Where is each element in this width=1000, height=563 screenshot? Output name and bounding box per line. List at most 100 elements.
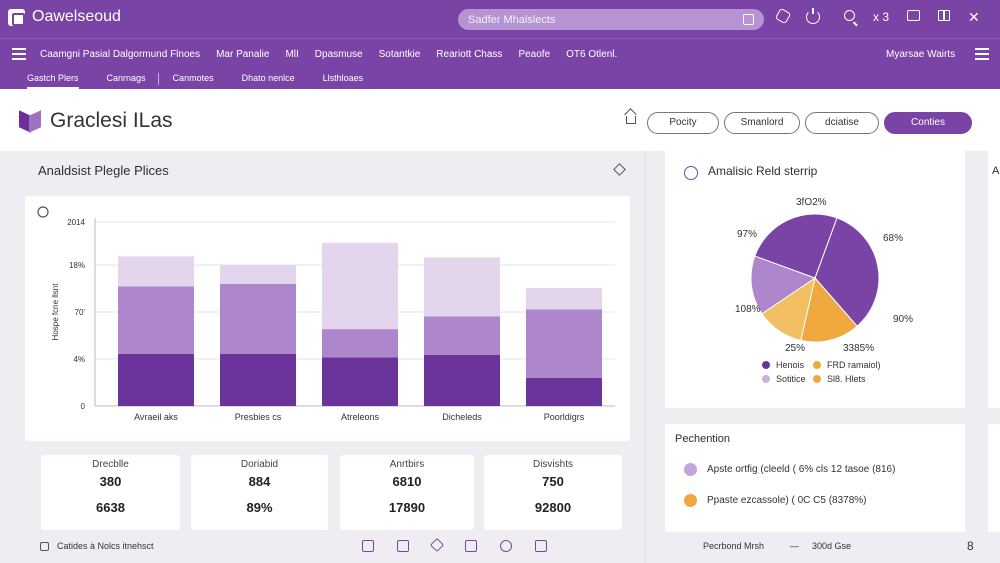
legend-dot	[813, 375, 821, 383]
subnav-item[interactable]: Gastch Plers	[27, 73, 79, 89]
page-number[interactable]: 8	[967, 539, 974, 553]
bar-segment[interactable]	[424, 354, 500, 406]
pie-slice[interactable]	[754, 213, 838, 279]
pie-label: 3fO2%	[796, 197, 827, 208]
nav-item[interactable]: OT6 Otlenl.	[566, 49, 618, 60]
pie-slice[interactable]	[800, 276, 858, 343]
top-bar: Oawelseoud x 3 ✕	[0, 0, 1000, 38]
nav-item[interactable]: Peaofe	[518, 49, 551, 60]
diamond-icon[interactable]	[429, 537, 445, 553]
stat-label: Anrtbirs	[389, 459, 425, 470]
page-header: Graclesi ILas Pocity Smanlord dciatise C…	[0, 89, 1000, 151]
bar-segment[interactable]	[424, 257, 500, 317]
continue-button[interactable]: Conties	[884, 112, 972, 134]
status-dot	[684, 494, 697, 507]
bar-segment[interactable]	[322, 329, 398, 358]
app-logo-icon	[8, 8, 25, 26]
side-card: A	[988, 151, 1000, 408]
bar-segment[interactable]	[118, 256, 194, 287]
power-icon[interactable]	[806, 8, 820, 24]
bar-segment[interactable]	[526, 377, 602, 406]
hexagon-icon[interactable]	[774, 7, 792, 25]
performance-row[interactable]: Apste ortfig (cleeld ( 6% cls 12 tasoe (…	[684, 463, 895, 476]
y-tick-label: 0	[81, 402, 86, 411]
policy-button[interactable]: Pocity	[647, 112, 719, 134]
legend-dot	[762, 361, 770, 369]
menu-icon[interactable]	[975, 48, 989, 60]
search-input[interactable]	[468, 13, 743, 26]
stat-value-secondary: 92800	[534, 500, 572, 515]
nav-item[interactable]: Caamgni Pasial Dalgormund Flnoes	[40, 49, 201, 60]
grid-icon[interactable]	[362, 540, 374, 552]
side-card	[988, 424, 1000, 532]
nav-item[interactable]: Sotantkie	[378, 49, 421, 60]
bar-segment[interactable]	[526, 288, 602, 310]
window-icon[interactable]	[938, 10, 950, 21]
legend-label: Sl8. Hlets	[827, 374, 866, 384]
legend-label: Sotitice	[776, 374, 806, 384]
subnav-item[interactable]: Dhato nenlce	[241, 73, 295, 83]
bar-segment[interactable]	[220, 265, 296, 284]
legend-label: FRD ramaiol)	[827, 360, 881, 370]
legend-label: Henois	[776, 360, 805, 370]
standard-button[interactable]: Smanlord	[724, 112, 800, 134]
close-icon[interactable]: ✕	[968, 9, 980, 25]
bar-segment[interactable]	[118, 286, 194, 354]
subnav-item[interactable]: Llsthloaes	[322, 73, 364, 83]
checkbox-icon[interactable]	[40, 541, 49, 551]
bar-segment[interactable]	[526, 309, 602, 378]
nav-item[interactable]: MlI	[285, 49, 299, 60]
chart-info-icon[interactable]	[37, 206, 49, 218]
stat-card[interactable]: Disvishts 750 92800	[484, 455, 622, 530]
legend-item: Sotitice	[762, 374, 806, 384]
page-title: Graclesi ILas	[50, 109, 173, 132]
cube-logo-icon	[19, 110, 41, 133]
menu-icon[interactable]	[12, 48, 26, 60]
subnav-item[interactable]: Canmotes	[172, 73, 214, 83]
nav-item[interactable]: Mar Panalie	[216, 49, 270, 60]
bar-segment[interactable]	[220, 283, 296, 354]
pie-slice[interactable]	[814, 217, 880, 327]
nav-item[interactable]: Reariott Chass	[436, 49, 503, 60]
footer-toolbar	[362, 537, 547, 553]
pie-label: 25%	[785, 343, 805, 354]
diamond-icon[interactable]	[613, 163, 626, 176]
bar-segment[interactable]	[118, 353, 194, 406]
gear-icon[interactable]	[500, 540, 512, 552]
stat-label: Drecblle	[92, 459, 129, 470]
subnav-item[interactable]: Canrnags	[106, 73, 146, 83]
pie-slice[interactable]	[750, 255, 817, 315]
app-brand[interactable]: Oawelseoud	[8, 8, 121, 26]
y-tick-label: 18%	[69, 261, 85, 270]
bookmark-icon[interactable]	[535, 540, 547, 552]
side-card-letter: A	[992, 165, 1000, 177]
folder-icon[interactable]	[465, 540, 477, 552]
dictate-button[interactable]: dciatise	[805, 112, 879, 134]
bar-segment[interactable]	[424, 316, 500, 355]
stat-card[interactable]: Drecblle 380 6638	[41, 455, 180, 530]
footer-count: 300d Gse	[812, 541, 852, 551]
nav-item[interactable]: Dpasmuse	[314, 49, 363, 60]
x-tick-label: Atreleons	[341, 412, 380, 422]
stat-value-primary: 380	[99, 474, 122, 489]
legend-dot	[762, 375, 770, 383]
sub-nav: Gastch Plers Canrnags Canmotes Dhato nen…	[0, 68, 1000, 89]
bar-segment[interactable]	[322, 357, 398, 406]
home-icon[interactable]	[626, 116, 636, 124]
bar-segment[interactable]	[220, 353, 296, 406]
legend-dot	[813, 361, 821, 369]
stat-card[interactable]: Doriabid 884 89%	[191, 455, 328, 530]
bar-segment[interactable]	[322, 242, 398, 330]
search-icon[interactable]	[844, 10, 855, 21]
performance-row[interactable]: Ppaste ezcassole) ( 0C C5 (8378%)	[684, 494, 867, 507]
performance-card: Pechention Apste ortfig (cleeld ( 6% cls…	[665, 424, 965, 532]
x-tick-label: Presbies cs	[235, 412, 282, 422]
nav-right-link[interactable]: Myarsae Wairts	[886, 49, 956, 60]
stat-card[interactable]: Anrtbirs 6810 17890	[340, 455, 474, 530]
image-icon[interactable]	[907, 10, 920, 21]
search-icon[interactable]	[743, 14, 754, 25]
counter-label[interactable]: x 3	[873, 10, 890, 24]
x-tick-label: Avraeil aks	[134, 412, 178, 422]
search-bar[interactable]	[458, 9, 764, 30]
cube-icon[interactable]	[397, 540, 409, 552]
